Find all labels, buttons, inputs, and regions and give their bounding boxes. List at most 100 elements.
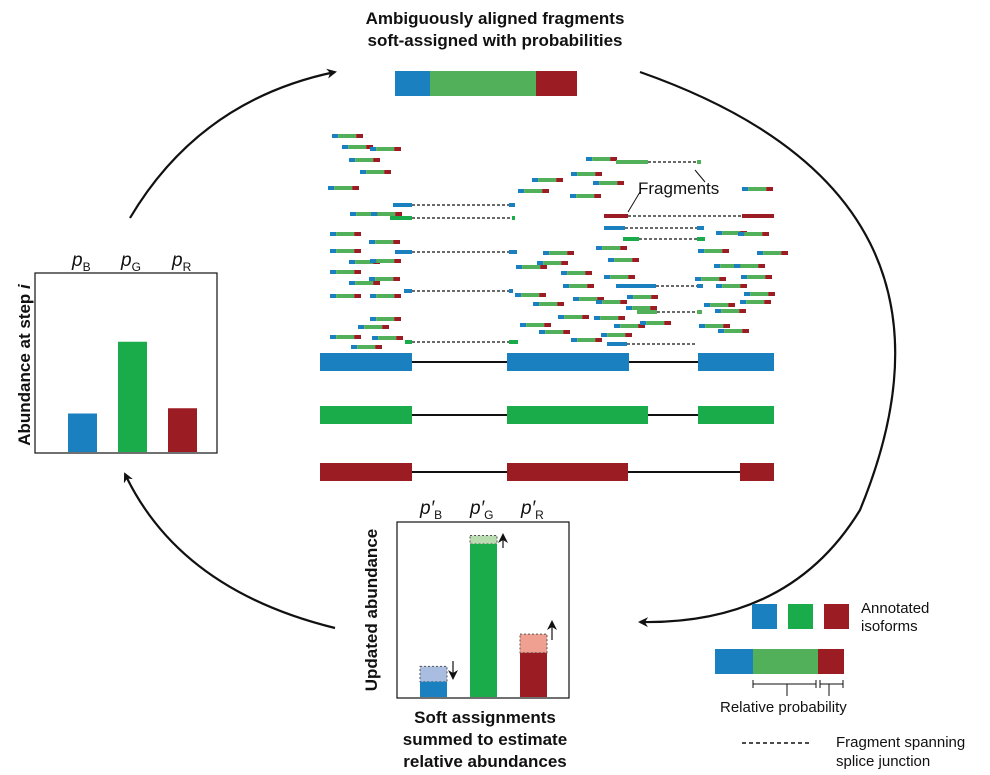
fragment-blue-part	[716, 231, 723, 235]
fragment-red-part	[595, 338, 602, 342]
spliced-fragment	[607, 342, 697, 346]
spliced-fragment-right-exon	[509, 340, 518, 344]
spliced-fragment-left-exon	[637, 310, 657, 314]
fragment-blue-part	[571, 172, 578, 176]
fragment-blue-part	[734, 264, 741, 268]
fragment-blue-part	[351, 345, 358, 349]
fragment-read	[757, 251, 788, 255]
fragment-red-part	[764, 300, 771, 304]
fragment-green-part	[336, 232, 355, 236]
fragment-read	[369, 240, 400, 244]
fragment-red-part	[768, 292, 775, 296]
fragment-green-part	[336, 249, 355, 253]
fragment-read	[596, 246, 627, 250]
fragment-read	[532, 178, 563, 182]
fragment-read	[539, 330, 570, 334]
fragment-blue-part	[518, 189, 525, 193]
fragment-red-part	[356, 134, 363, 138]
fragment-blue-part	[350, 212, 357, 216]
bottom-p-sub-r: R	[535, 507, 544, 522]
spliced-fragment-right-exon	[509, 250, 517, 254]
fragment-read	[738, 232, 769, 236]
fragment-green-part	[539, 302, 558, 306]
fragment-read	[698, 249, 729, 253]
isoform-red	[320, 463, 774, 481]
fragment-read	[515, 293, 546, 297]
fragment-read	[716, 284, 747, 288]
bottom-p-label-g: p′G	[470, 498, 494, 522]
fragment-green-part	[521, 293, 540, 297]
left-p-sub-b: B	[82, 259, 91, 274]
spliced-fragment	[604, 214, 774, 218]
fragment-read	[516, 265, 547, 269]
fragment-read	[342, 145, 373, 149]
fragment-blue-part	[741, 275, 748, 279]
fragment-red-part	[595, 172, 602, 176]
fragment-red-part	[638, 324, 645, 328]
left-panel-frame	[34, 272, 218, 454]
fragment-red-part	[561, 261, 568, 265]
fragment-green-part	[579, 297, 598, 301]
left-ylabel-italic: i	[15, 284, 34, 289]
fragment-red-part	[394, 317, 401, 321]
bottom-panel-bars	[419, 533, 557, 697]
fragment-read	[715, 309, 746, 313]
fragment-red-part	[382, 325, 389, 329]
fragment-red-part	[375, 345, 382, 349]
fragment-green-part	[704, 249, 723, 253]
fragment-green-part	[538, 178, 557, 182]
fragment-red-part	[625, 333, 632, 337]
fragment-read	[351, 345, 382, 349]
fragment-green-part	[336, 335, 355, 339]
fragment-red-part	[395, 212, 402, 216]
fragment-green-part	[577, 172, 596, 176]
spliced-fragment	[393, 203, 515, 207]
fragment-green-part	[334, 186, 353, 190]
spliced-fragment-right-exon	[742, 214, 774, 218]
fragment-red-part	[594, 194, 601, 198]
fragment-blue-part	[571, 338, 578, 342]
fragment-red-part	[585, 271, 592, 275]
fragment-green-part	[543, 261, 562, 265]
fragment-read	[718, 329, 749, 333]
fragment-red-part	[620, 300, 627, 304]
fragment-read	[601, 333, 632, 337]
fragment-red-part	[394, 259, 401, 263]
left-p-label-b: pB	[72, 250, 91, 274]
left-bar-r	[168, 408, 197, 452]
spliced-fragment-left-exon	[405, 340, 412, 344]
left-bar-g	[118, 341, 147, 452]
fragment-blue-part	[594, 316, 601, 320]
top-title: Ambiguously aligned fragments soft-assig…	[300, 8, 690, 52]
fragment-blue-part	[596, 246, 603, 250]
left-panel-bars	[68, 341, 197, 452]
spliced-fragment-left-exon	[604, 214, 628, 218]
fragment-green-part	[632, 306, 651, 310]
fragment-read	[741, 275, 772, 279]
spliced-fragment-left-exon	[404, 289, 412, 293]
fragment-red-part	[610, 157, 617, 161]
spliced-fragment-left-exon	[616, 160, 648, 164]
fragment-green-part	[356, 212, 375, 216]
left-p-label-g: pG	[121, 250, 141, 274]
fragment-green-part	[522, 265, 541, 269]
fragment-green-part	[338, 134, 357, 138]
fragment-blue-part	[369, 240, 376, 244]
spliced-fragment-left-exon	[393, 203, 412, 207]
fragment-read	[358, 325, 389, 329]
bottom-bar-previous-r	[519, 633, 548, 654]
spliced-fragment	[405, 340, 518, 344]
fragment-red-part	[373, 281, 380, 285]
fragment-blue-part	[704, 303, 711, 307]
fragment-read	[594, 316, 625, 320]
fragment-read	[699, 324, 730, 328]
fragment-green-part	[701, 277, 720, 281]
fragment-red-part	[739, 309, 746, 313]
cycle-arrow-left-to-top	[129, 68, 337, 219]
bottom-bar-r	[520, 652, 547, 697]
fragment-green-part	[720, 264, 739, 268]
fragment-green-part	[740, 264, 759, 268]
fragment-green-part	[602, 246, 621, 250]
fragment-read	[563, 284, 594, 288]
